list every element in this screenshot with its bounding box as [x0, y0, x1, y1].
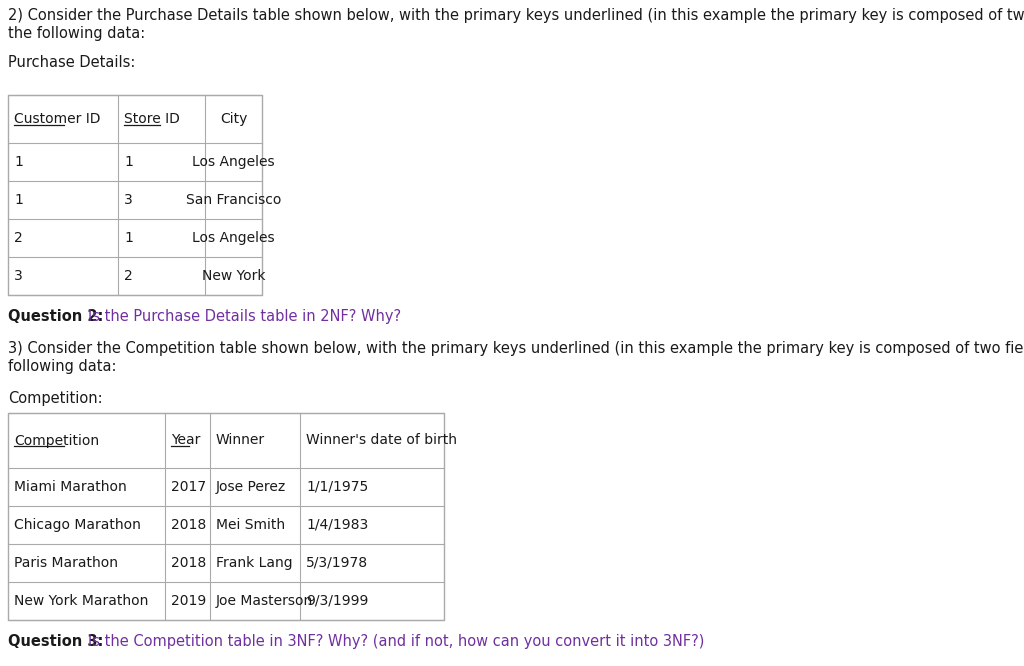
Text: City: City	[220, 112, 247, 126]
Text: Los Angeles: Los Angeles	[193, 155, 274, 169]
Text: Question 3:: Question 3:	[8, 634, 109, 649]
Text: 3: 3	[14, 269, 23, 283]
Text: 3) Consider the Competition table shown below, with the primary keys underlined : 3) Consider the Competition table shown …	[8, 341, 1024, 356]
Text: Customer ID: Customer ID	[14, 112, 100, 126]
Text: Winner: Winner	[216, 434, 265, 448]
Text: Miami Marathon: Miami Marathon	[14, 480, 127, 494]
Text: Frank Lang: Frank Lang	[216, 556, 293, 570]
Text: the following data:: the following data:	[8, 26, 145, 41]
Text: Purchase Details:: Purchase Details:	[8, 55, 135, 70]
Text: Joe Masterson: Joe Masterson	[216, 594, 313, 608]
Text: San Francisco: San Francisco	[185, 193, 282, 207]
Text: New York: New York	[202, 269, 265, 283]
Text: Winner's date of birth: Winner's date of birth	[306, 434, 457, 448]
Text: Los Angeles: Los Angeles	[193, 231, 274, 245]
Text: 2018: 2018	[171, 556, 206, 570]
Text: Store ID: Store ID	[124, 112, 180, 126]
Text: 5/3/1978: 5/3/1978	[306, 556, 368, 570]
Text: Is the Purchase Details table in 2NF? Why?: Is the Purchase Details table in 2NF? Wh…	[88, 309, 401, 324]
Text: 2017: 2017	[171, 480, 206, 494]
Text: 2) Consider the Purchase Details table shown below, with the primary keys underl: 2) Consider the Purchase Details table s…	[8, 8, 1024, 23]
Text: New York Marathon: New York Marathon	[14, 594, 148, 608]
Text: 2018: 2018	[171, 518, 206, 532]
Text: 1: 1	[14, 155, 23, 169]
Text: Paris Marathon: Paris Marathon	[14, 556, 118, 570]
Text: Is the Competition table in 3NF? Why? (and if not, how can you convert it into 3: Is the Competition table in 3NF? Why? (a…	[88, 634, 705, 649]
Text: 1: 1	[14, 193, 23, 207]
Text: 9/3/1999: 9/3/1999	[306, 594, 369, 608]
Bar	[8, 95, 262, 295]
Text: 1/4/1983: 1/4/1983	[306, 518, 369, 532]
Bar	[8, 413, 444, 620]
Text: 1: 1	[124, 231, 133, 245]
Text: 3: 3	[124, 193, 133, 207]
Text: Competition: Competition	[14, 434, 99, 448]
Text: Question 2:: Question 2:	[8, 309, 109, 324]
Text: 1/1/1975: 1/1/1975	[306, 480, 369, 494]
Text: 2: 2	[124, 269, 133, 283]
Text: 1: 1	[124, 155, 133, 169]
Text: Mei Smith: Mei Smith	[216, 518, 285, 532]
Text: following data:: following data:	[8, 359, 117, 374]
Text: Chicago Marathon: Chicago Marathon	[14, 518, 141, 532]
Text: Competition:: Competition:	[8, 391, 102, 406]
Text: Jose Perez: Jose Perez	[216, 480, 287, 494]
Text: 2: 2	[14, 231, 23, 245]
Text: Year: Year	[171, 434, 201, 448]
Text: 2019: 2019	[171, 594, 206, 608]
